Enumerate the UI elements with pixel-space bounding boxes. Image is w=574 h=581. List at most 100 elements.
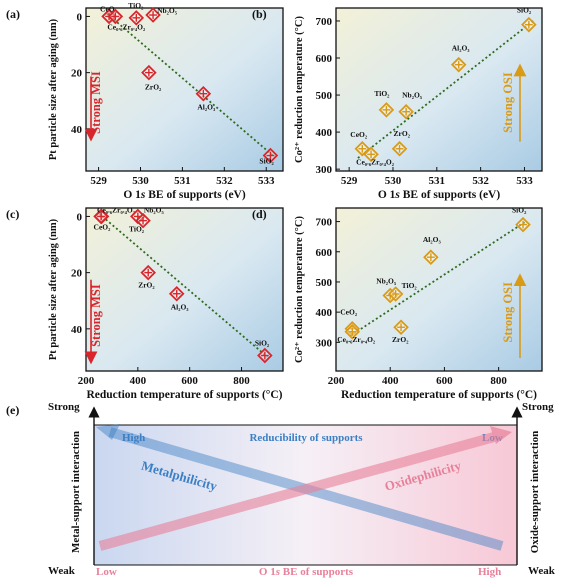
annotation-label: Strong OSI bbox=[501, 72, 515, 133]
data-point bbox=[140, 264, 156, 281]
y-tick-label: 500 bbox=[316, 90, 333, 102]
x-tick-label: 200 bbox=[78, 375, 95, 387]
point-label: Ce₀.₆Zr₀.₄O₂ bbox=[356, 157, 395, 166]
point-label: ZrO₂ bbox=[138, 281, 155, 290]
chart-panel-3: (c) 200 400 600 800 0 20 40 Reduction temperatur… bbox=[6, 205, 284, 401]
data-point bbox=[387, 286, 404, 302]
y-axis-label: Pt particle size after aging (nm) bbox=[48, 18, 59, 160]
point-label: SiO₂ bbox=[259, 157, 274, 166]
y-axis-label: Co²⁺ reduction temperature (°C) bbox=[294, 216, 305, 363]
data-point bbox=[521, 16, 537, 33]
panel-label: (c) bbox=[6, 207, 19, 221]
y-tick-label: 600 bbox=[316, 247, 333, 259]
point-label: TiO₂ bbox=[374, 89, 390, 98]
y-tick-label: 300 bbox=[316, 337, 333, 349]
data-point bbox=[393, 319, 409, 336]
weak-left: Weak bbox=[48, 565, 76, 577]
data-point bbox=[168, 285, 185, 302]
y-tick-label: 20 bbox=[71, 68, 83, 80]
point-label: SiO₂ bbox=[517, 6, 532, 15]
x-tick-label: 600 bbox=[181, 375, 198, 387]
point-label: Al₂O₃ bbox=[171, 303, 190, 312]
data-point bbox=[450, 56, 467, 73]
point-label: Nb₂O₅ bbox=[376, 277, 397, 286]
panel-label: (a) bbox=[6, 7, 20, 21]
point-label: CeO₂ bbox=[350, 130, 368, 139]
point-label: Ce₀.₆Zr₀.₄O₂ bbox=[97, 205, 136, 214]
top-axis-label: Reducibility of supports bbox=[249, 432, 363, 444]
x-tick-label: 533 bbox=[258, 175, 275, 187]
chart-panel-4: (d) 200 400 600 800 300 400 500 600 700 Reduction … bbox=[252, 206, 543, 401]
plot-frame bbox=[335, 207, 543, 372]
high-label: High bbox=[122, 432, 145, 444]
x-tick-label: 400 bbox=[382, 375, 399, 387]
right-axis-label: Oxide-support interaction bbox=[529, 431, 541, 554]
point-label: SiO₂ bbox=[512, 206, 527, 215]
panel-label: (d) bbox=[252, 207, 267, 221]
plot-background bbox=[86, 208, 283, 371]
y-axis-label: Pt particle size after aging (nm) bbox=[48, 218, 59, 360]
x-tick-label: 600 bbox=[436, 375, 453, 387]
x-tick-label: 800 bbox=[233, 375, 250, 387]
annotation-label: Strong MSI bbox=[89, 71, 103, 134]
y-tick-label: 300 bbox=[316, 164, 333, 176]
plot-frame bbox=[85, 7, 284, 172]
point-label: TiO₂ bbox=[128, 1, 144, 10]
schematic-panel: (e) Strong Strong Weak Weak High Reducibility … bbox=[6, 401, 556, 578]
data-point bbox=[344, 323, 361, 340]
data-point bbox=[262, 147, 279, 164]
x-tick-label: 532 bbox=[216, 175, 233, 187]
chart-panel-2: (b) 529 530 531 532 533 300 400 500 600 700 O 1s BE… bbox=[252, 6, 543, 201]
trend-line bbox=[349, 220, 527, 338]
data-point bbox=[93, 208, 109, 225]
data-point bbox=[257, 347, 273, 364]
plot-background bbox=[336, 208, 542, 371]
data-point bbox=[515, 216, 531, 233]
point-label: CeO₂ bbox=[94, 222, 112, 231]
data-point bbox=[391, 140, 408, 157]
trend-line bbox=[106, 12, 276, 158]
strong-right: Strong bbox=[522, 401, 554, 413]
point-label: Nb₂O₅ bbox=[144, 205, 165, 214]
x-tick-label: 532 bbox=[472, 175, 489, 187]
y-tick-label: 500 bbox=[316, 277, 333, 289]
chart-panel-1: (a) 529 530 531 532 533 0 20 40 O 1s BE of suppor… bbox=[6, 1, 284, 201]
x-tick-label: 529 bbox=[341, 175, 358, 187]
x-axis-label: O 1s BE of supports (eV) bbox=[123, 189, 246, 201]
trend-line bbox=[98, 212, 269, 358]
data-point bbox=[145, 7, 161, 23]
y-tick-label: 600 bbox=[316, 53, 333, 65]
data-point bbox=[423, 249, 439, 265]
x-tick-label: 200 bbox=[328, 375, 345, 387]
y-tick-label: 0 bbox=[77, 11, 83, 23]
data-point bbox=[128, 10, 145, 26]
x-axis-label: Reduction temperature of supports (°C) bbox=[341, 389, 537, 401]
y-axis-label: Co²⁺ reduction temperature (°C) bbox=[294, 16, 305, 163]
point-label: Al₂O₃ bbox=[197, 103, 216, 112]
y-tick-label: 40 bbox=[71, 124, 83, 136]
weak-right: Weak bbox=[528, 565, 556, 577]
x-tick-label: 533 bbox=[516, 175, 533, 187]
point-label: SiO₂ bbox=[255, 339, 270, 348]
y-tick-label: 400 bbox=[316, 127, 333, 139]
panel-label: (e) bbox=[6, 403, 19, 417]
annotation-label: Strong MSI bbox=[89, 284, 103, 347]
data-point bbox=[363, 146, 379, 163]
data-point bbox=[354, 140, 371, 157]
point-label: Al₂O₃ bbox=[423, 235, 442, 244]
x-tick-label: 531 bbox=[174, 175, 191, 187]
point-label: CeO₂ bbox=[100, 4, 118, 13]
data-point bbox=[141, 64, 157, 81]
x-axis-label: O 1s BE of supports (eV) bbox=[378, 189, 501, 201]
point-label: Ce₀.₆Zr₀.₄O₂ bbox=[107, 22, 146, 31]
trend-line bbox=[357, 20, 534, 159]
plot-background bbox=[86, 8, 283, 171]
data-point bbox=[378, 102, 395, 118]
y-tick-label: 40 bbox=[71, 324, 83, 336]
point-label: CeO₂ bbox=[340, 308, 358, 317]
left-axis-label: Metal-support interaction bbox=[70, 431, 82, 553]
point-label: TiO₂ bbox=[129, 225, 145, 234]
point-label: Ce₀.₆Zr₀.₄O₂ bbox=[337, 335, 376, 344]
plot-frame bbox=[335, 7, 543, 172]
